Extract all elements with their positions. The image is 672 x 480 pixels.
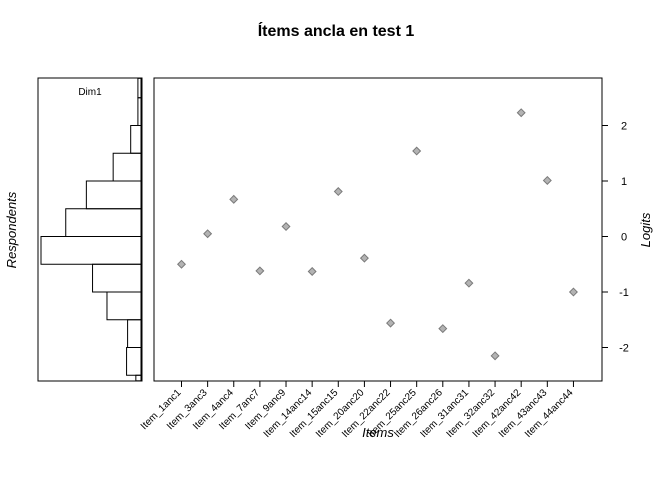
items-axis-label: Items (362, 425, 394, 440)
respondents-histogram (40, 77, 142, 382)
item-point (359, 253, 369, 263)
histogram-bar (135, 374, 142, 382)
respondents-axis-label: Respondents (4, 191, 19, 268)
logits-tick-label: 2 (621, 121, 627, 133)
logits-tick-label: 0 (621, 232, 627, 244)
dimension-label: Dim1 (78, 87, 102, 98)
items-panel: 2 1 0 -1 -2 Item_1anc1Item_3anc3Item_4anc4It… (139, 77, 653, 440)
item-point (412, 146, 422, 156)
histogram-bar (65, 208, 142, 237)
histogram-bar (40, 236, 142, 265)
item-points (176, 108, 578, 361)
items-panel-frame (153, 77, 603, 382)
item-point (490, 351, 500, 361)
logits-tick-label: 1 (621, 176, 627, 188)
chart-title: Ítems ancla en test 1 (258, 21, 415, 40)
item-point (386, 318, 396, 328)
logits-tick-label: -1 (619, 287, 629, 299)
item-point (438, 324, 448, 334)
item-point (516, 108, 526, 118)
item-point (203, 229, 213, 239)
histogram-bar (85, 180, 142, 210)
logits-tick-label: -2 (619, 343, 629, 355)
item-point (307, 266, 317, 276)
item-point (464, 278, 474, 288)
histogram-bar (137, 97, 142, 126)
histogram-bar (127, 319, 142, 348)
histogram-bar (112, 152, 142, 182)
histogram-bar (130, 125, 142, 154)
logits-axis-label: Logits (638, 212, 653, 247)
item-point (281, 222, 291, 232)
respondents-panel-frame (37, 77, 143, 382)
item-point (255, 266, 265, 276)
item-point (229, 194, 239, 204)
item-point (333, 187, 343, 197)
logits-axis: 2 1 0 -1 -2 (601, 121, 629, 355)
item-point (542, 175, 552, 185)
histogram-bar (137, 77, 142, 99)
item-point (568, 287, 578, 297)
respondents-panel: Dim1 Respondents (4, 77, 143, 382)
histogram-bar (92, 263, 142, 293)
histogram-bar (106, 291, 142, 321)
item-point (176, 259, 187, 269)
items-axis: Item_1anc1Item_3anc3Item_4anc4Item_7anc7… (139, 380, 576, 440)
histogram-bar (126, 347, 142, 376)
